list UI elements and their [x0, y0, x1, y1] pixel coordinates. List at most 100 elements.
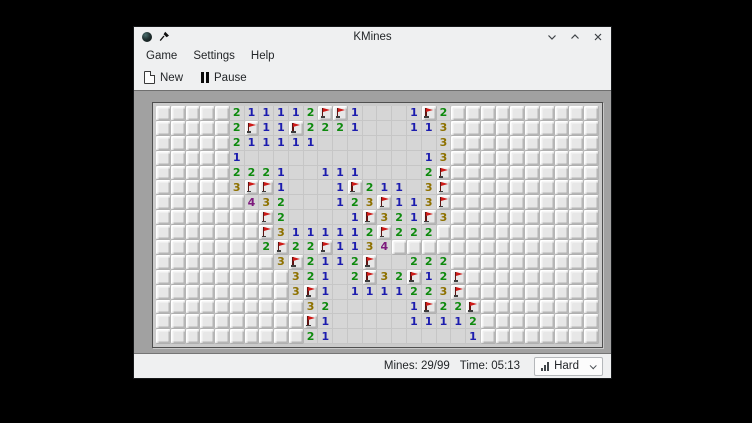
pin-icon[interactable] [159, 31, 170, 42]
cell[interactable] [392, 120, 408, 136]
cell[interactable] [303, 165, 319, 181]
cell[interactable] [200, 314, 216, 330]
pause-button[interactable]: Pause [201, 72, 247, 84]
cell[interactable] [554, 135, 570, 151]
cell[interactable] [244, 180, 260, 196]
cell[interactable] [569, 135, 585, 151]
cell[interactable] [377, 195, 393, 211]
cell[interactable] [421, 299, 437, 315]
cell[interactable]: 4 [377, 240, 393, 255]
cell[interactable]: 2 [421, 225, 437, 241]
cell[interactable] [451, 225, 467, 241]
cell[interactable] [569, 254, 585, 270]
cell[interactable] [480, 299, 496, 315]
cell[interactable] [156, 240, 171, 255]
cell[interactable] [466, 195, 481, 211]
cell[interactable] [451, 120, 467, 136]
cell[interactable]: 2 [229, 165, 245, 181]
cell[interactable] [554, 195, 570, 211]
cell[interactable]: 1 [421, 120, 437, 136]
cell[interactable]: 2 [229, 120, 245, 136]
cell[interactable] [377, 299, 393, 315]
cell[interactable] [407, 240, 422, 255]
cell[interactable] [170, 254, 186, 270]
cell[interactable] [185, 269, 201, 285]
cell[interactable] [303, 314, 319, 330]
cell[interactable] [318, 106, 334, 121]
cell[interactable] [525, 269, 540, 285]
cell[interactable] [288, 180, 304, 196]
cell[interactable] [333, 329, 348, 345]
cell[interactable] [554, 165, 570, 181]
cell[interactable]: 1 [274, 135, 289, 151]
cell[interactable] [525, 165, 540, 181]
cell[interactable] [569, 195, 585, 211]
cell[interactable] [303, 210, 319, 226]
cell[interactable] [510, 299, 526, 315]
cell[interactable]: 3 [274, 254, 289, 270]
cell[interactable]: 2 [318, 120, 334, 136]
cell[interactable] [525, 225, 540, 241]
cell[interactable] [451, 135, 467, 151]
cell[interactable]: 2 [274, 195, 289, 211]
cell[interactable]: 2 [436, 269, 452, 285]
cell[interactable] [525, 120, 540, 136]
cell[interactable] [525, 180, 540, 196]
cell[interactable] [510, 240, 526, 255]
cell[interactable]: 1 [392, 195, 408, 211]
cell[interactable] [200, 329, 216, 345]
cell[interactable] [244, 120, 260, 136]
cell[interactable] [495, 120, 511, 136]
cell[interactable]: 1 [451, 314, 467, 330]
cell[interactable] [569, 165, 585, 181]
cell[interactable] [156, 165, 171, 181]
cell[interactable] [480, 329, 496, 345]
cell[interactable] [569, 106, 585, 121]
cell[interactable] [584, 314, 599, 330]
cell[interactable] [525, 329, 540, 345]
cell[interactable]: 2 [407, 225, 422, 241]
cell[interactable] [495, 240, 511, 255]
cell[interactable] [392, 165, 408, 181]
cell[interactable] [451, 329, 467, 345]
cell[interactable] [274, 329, 289, 345]
cell[interactable] [185, 314, 201, 330]
cell[interactable] [539, 240, 555, 255]
cell[interactable]: 3 [436, 120, 452, 136]
cell[interactable]: 3 [436, 284, 452, 300]
cell[interactable] [259, 314, 275, 330]
cell[interactable]: 3 [436, 135, 452, 151]
cell[interactable] [215, 240, 230, 255]
cell[interactable]: 1 [362, 284, 378, 300]
cell[interactable] [244, 284, 260, 300]
cell[interactable] [200, 106, 216, 121]
cell[interactable] [495, 165, 511, 181]
cell[interactable] [185, 299, 201, 315]
cell[interactable] [480, 284, 496, 300]
cell[interactable] [421, 135, 437, 151]
cell[interactable] [318, 195, 334, 211]
cell[interactable] [480, 180, 496, 196]
cell[interactable] [510, 210, 526, 226]
cell[interactable] [215, 195, 230, 211]
cell[interactable] [584, 284, 599, 300]
cell[interactable] [539, 210, 555, 226]
cell[interactable] [229, 284, 245, 300]
cell[interactable] [303, 284, 319, 300]
cell[interactable]: 2 [303, 120, 319, 136]
cell[interactable] [288, 210, 304, 226]
cell[interactable]: 1 [333, 254, 348, 270]
cell[interactable] [229, 210, 245, 226]
cell[interactable] [495, 135, 511, 151]
cell[interactable]: 1 [318, 165, 334, 181]
cell[interactable] [170, 106, 186, 121]
cell[interactable] [200, 240, 216, 255]
cell[interactable] [215, 165, 230, 181]
cell[interactable]: 1 [377, 284, 393, 300]
cell[interactable] [451, 210, 467, 226]
cell[interactable] [407, 269, 422, 285]
cell[interactable] [377, 225, 393, 241]
cell[interactable] [539, 225, 555, 241]
cell[interactable]: 2 [421, 254, 437, 270]
cell[interactable]: 2 [229, 135, 245, 151]
